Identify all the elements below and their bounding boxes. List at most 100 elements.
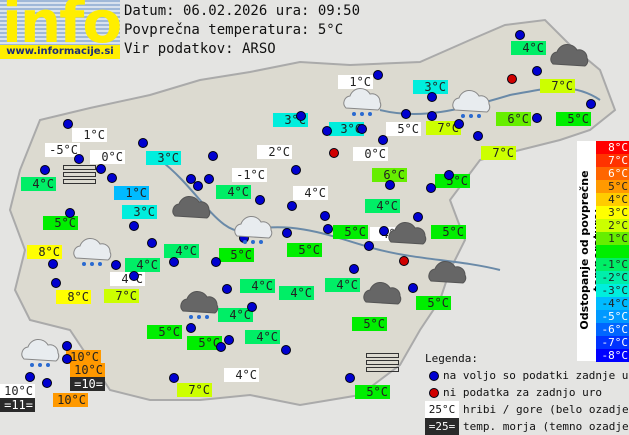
- station-temperature[interactable]: =11=: [0, 398, 35, 412]
- station-temperature[interactable]: 4°C: [110, 272, 145, 286]
- station-temperature[interactable]: 5°C: [287, 243, 322, 257]
- station-dot-available[interactable]: [413, 212, 423, 222]
- station-temperature[interactable]: 4°C: [279, 286, 314, 300]
- station-dot-available[interactable]: [107, 173, 117, 183]
- station-temperature[interactable]: 4°C: [224, 368, 259, 382]
- station-dot-available[interactable]: [379, 226, 389, 236]
- station-dot-available[interactable]: [373, 70, 383, 80]
- station-dot-available[interactable]: [96, 164, 106, 174]
- station-dot-available[interactable]: [211, 257, 221, 267]
- station-dot-available[interactable]: [169, 257, 179, 267]
- station-dot-available[interactable]: [349, 264, 359, 274]
- station-dot-available[interactable]: [65, 208, 75, 218]
- station-dot-available[interactable]: [255, 195, 265, 205]
- station-dot-available[interactable]: [444, 170, 454, 180]
- station-temperature[interactable]: 5°C: [355, 385, 390, 399]
- station-temperature[interactable]: 5°C: [219, 248, 254, 262]
- station-temperature[interactable]: 3°C: [413, 80, 448, 94]
- station-dot-available[interactable]: [224, 335, 234, 345]
- station-temperature[interactable]: 1°C: [338, 75, 373, 89]
- station-temperature[interactable]: =10=: [70, 377, 105, 391]
- station-dot-available[interactable]: [62, 354, 72, 364]
- station-dot-available[interactable]: [63, 119, 73, 129]
- station-temperature[interactable]: 4°C: [245, 330, 280, 344]
- station-temperature[interactable]: 5°C: [416, 296, 451, 310]
- station-dot-available[interactable]: [147, 238, 157, 248]
- station-dot-available[interactable]: [216, 342, 226, 352]
- station-temperature[interactable]: 0°C: [353, 147, 388, 161]
- station-dot-available[interactable]: [408, 283, 418, 293]
- station-dot-available[interactable]: [320, 211, 330, 221]
- station-dot-available[interactable]: [473, 131, 483, 141]
- station-dot-available[interactable]: [111, 260, 121, 270]
- station-temperature[interactable]: 10°C: [0, 384, 35, 398]
- station-dot-available[interactable]: [322, 126, 332, 136]
- station-dot-available[interactable]: [186, 174, 196, 184]
- station-dot-available[interactable]: [296, 111, 306, 121]
- station-temperature[interactable]: 4°C: [511, 41, 546, 55]
- station-temperature[interactable]: 5°C: [431, 225, 466, 239]
- station-temperature[interactable]: 4°C: [365, 199, 400, 213]
- station-dot-available[interactable]: [532, 113, 542, 123]
- station-temperature[interactable]: 5°C: [352, 317, 387, 331]
- station-dot-available[interactable]: [287, 201, 297, 211]
- station-temperature[interactable]: 7°C: [426, 121, 461, 135]
- station-temperature[interactable]: 5°C: [556, 112, 591, 126]
- station-temperature[interactable]: 6°C: [496, 112, 531, 126]
- station-temperature[interactable]: 4°C: [21, 177, 56, 191]
- station-dot-available[interactable]: [51, 278, 61, 288]
- station-temperature[interactable]: 1°C: [114, 186, 149, 200]
- station-temperature[interactable]: 4°C: [325, 278, 360, 292]
- station-dot-available[interactable]: [222, 284, 232, 294]
- station-dot-available[interactable]: [74, 154, 84, 164]
- station-temperature[interactable]: 3°C: [122, 205, 157, 219]
- station-dot-available[interactable]: [345, 373, 355, 383]
- station-temperature[interactable]: 10°C: [53, 393, 88, 407]
- station-dot-available[interactable]: [291, 165, 301, 175]
- station-dot-available[interactable]: [247, 302, 257, 312]
- station-dot-available[interactable]: [426, 183, 436, 193]
- station-dot-available[interactable]: [454, 119, 464, 129]
- station-dot-available[interactable]: [193, 181, 203, 191]
- station-temperature[interactable]: 0°C: [90, 150, 125, 164]
- station-dot-missing[interactable]: [399, 256, 409, 266]
- station-temperature[interactable]: 4°C: [125, 258, 160, 272]
- station-temperature[interactable]: 5°C: [147, 325, 182, 339]
- station-temperature[interactable]: 5°C: [333, 225, 368, 239]
- station-dot-available[interactable]: [169, 373, 179, 383]
- station-dot-available[interactable]: [427, 111, 437, 121]
- logo[interactable]: info www.informacije.si: [0, 0, 120, 60]
- station-temperature[interactable]: 5°C: [187, 336, 222, 350]
- station-dot-available[interactable]: [129, 271, 139, 281]
- station-dot-available[interactable]: [282, 228, 292, 238]
- station-temperature[interactable]: 4°C: [216, 185, 251, 199]
- station-dot-available[interactable]: [427, 92, 437, 102]
- station-temperature[interactable]: 3°C: [146, 151, 181, 165]
- station-dot-available[interactable]: [385, 180, 395, 190]
- station-temperature[interactable]: 7°C: [481, 146, 516, 160]
- station-temperature[interactable]: 10°C: [66, 350, 101, 364]
- station-dot-available[interactable]: [42, 378, 52, 388]
- station-temperature[interactable]: 7°C: [104, 289, 139, 303]
- station-temperature[interactable]: 7°C: [540, 79, 575, 93]
- station-dot-available[interactable]: [323, 224, 333, 234]
- station-dot-available[interactable]: [401, 109, 411, 119]
- station-dot-available[interactable]: [25, 372, 35, 382]
- station-temperature[interactable]: 4°C: [240, 279, 275, 293]
- station-dot-available[interactable]: [281, 345, 291, 355]
- station-temperature[interactable]: 4°C: [293, 186, 328, 200]
- station-dot-available[interactable]: [208, 151, 218, 161]
- station-temperature[interactable]: 2°C: [257, 145, 292, 159]
- station-dot-available[interactable]: [586, 99, 596, 109]
- station-temperature[interactable]: 7°C: [177, 383, 212, 397]
- station-dot-available[interactable]: [357, 124, 367, 134]
- logo-url[interactable]: www.informacije.si: [0, 45, 120, 59]
- station-temperature[interactable]: 10°C: [70, 363, 105, 377]
- station-dot-available[interactable]: [204, 174, 214, 184]
- station-dot-missing[interactable]: [329, 148, 339, 158]
- station-temperature[interactable]: 6°C: [372, 168, 407, 182]
- station-temperature[interactable]: 5°C: [386, 122, 421, 136]
- station-temperature[interactable]: 3°C: [329, 122, 364, 136]
- station-temperature[interactable]: -5°C: [45, 143, 80, 157]
- station-dot-available[interactable]: [40, 165, 50, 175]
